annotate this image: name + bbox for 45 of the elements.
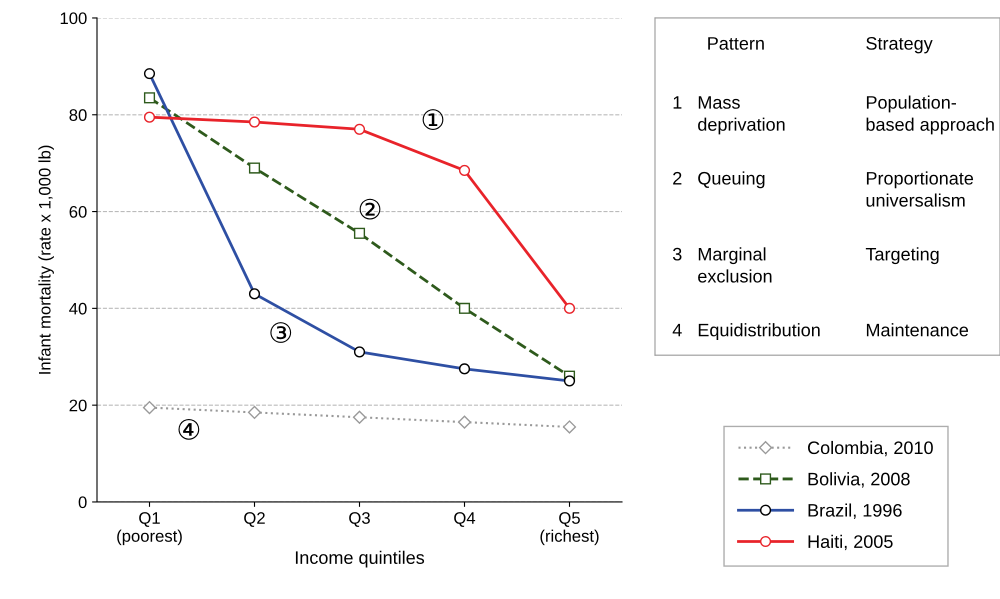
text: Targeting [866, 247, 939, 264]
annotation: ② [360, 198, 380, 220]
point [564, 302, 576, 314]
text: Maintenance [866, 323, 968, 336]
y-tick-label: 60 [70, 206, 87, 218]
x-tick-label: Q2 [244, 512, 265, 527]
point [248, 162, 260, 174]
y-axis-title: Infant mortality (rate x 1,000 lb) [38, 146, 54, 374]
legend-label: Colombia, 2010 [808, 440, 933, 456]
point [458, 164, 470, 176]
text: Proportionate universalism [866, 171, 974, 207]
point [562, 420, 576, 434]
annotation: ③ [270, 322, 292, 343]
point [248, 116, 260, 128]
text: Pattern [708, 37, 764, 50]
text: 4 Equidistribution [672, 323, 820, 340]
point [144, 92, 156, 104]
point [354, 228, 366, 239]
point [142, 400, 156, 414]
point [248, 406, 262, 420]
legend-label: Bolivia, 2008 [808, 472, 910, 488]
legend-label: Haiti, 2005 [808, 534, 893, 550]
point [458, 416, 472, 429]
point [352, 410, 366, 424]
x-tick-label: Q1 (poorest) [117, 512, 182, 546]
text: 3 Marginal exclusion [672, 247, 772, 283]
x-axis-title: Income quintiles [296, 550, 424, 568]
point [354, 124, 366, 135]
annotation: ④ [178, 418, 200, 440]
y-tick-label: 80 [69, 109, 87, 121]
text: Population- based approach [866, 96, 994, 134]
text: 1 Mass deprivation [674, 96, 784, 134]
text: 2 Queuing [673, 171, 764, 188]
point [458, 302, 470, 314]
text: Strategy [866, 37, 933, 54]
y-tick-label: 100 [60, 12, 87, 24]
point [144, 112, 156, 123]
x-tick-label: Q5 (richest) [540, 512, 599, 546]
x-tick-label: Q3 [349, 512, 370, 527]
legend-label: Brazil, 1996 [808, 503, 902, 519]
annotation: ① [422, 109, 444, 130]
y-tick-label: 0 [78, 496, 87, 508]
y-tick-label: 40 [69, 302, 87, 315]
x-tick-label: Q4 [454, 512, 476, 527]
y-tick-label: 20 [70, 400, 87, 412]
